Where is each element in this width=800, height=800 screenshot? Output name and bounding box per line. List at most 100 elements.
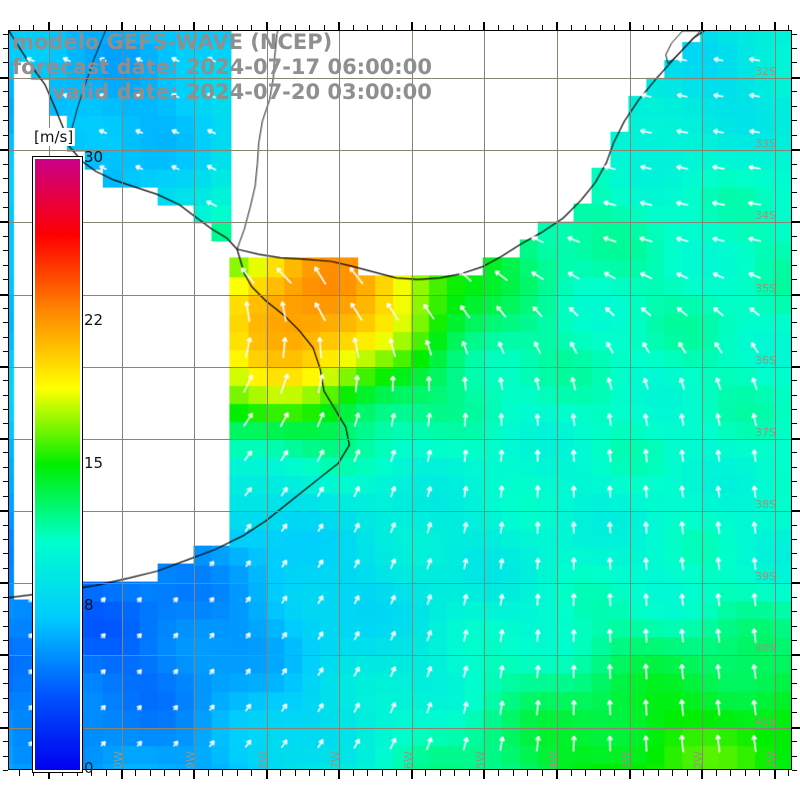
axis-tick (672, 770, 673, 776)
axis-tick (0, 294, 8, 296)
axis-tick (792, 366, 800, 368)
axis-tick (792, 34, 797, 35)
axis-tick (48, 22, 50, 30)
map-plot-area[interactable]: 61W60W59W58W57W56W55W54W53W52W51W32S33S3… (8, 30, 792, 770)
axis-tick (338, 770, 340, 779)
axis-tick (792, 770, 797, 771)
colorbar-tick-8: 8 (84, 596, 94, 615)
axis-tick (585, 770, 586, 776)
axis-tick (382, 770, 383, 776)
axis-tick (792, 553, 797, 554)
axis-tick (0, 221, 8, 223)
wind-vector-arrows-layer (9, 31, 791, 769)
axis-tick (792, 48, 797, 49)
axis-tick (600, 770, 601, 776)
graticule-parallel (9, 222, 791, 223)
colorbar-unit-label: [m/s] (32, 128, 76, 146)
axis-tick (716, 770, 717, 776)
axis-tick (513, 770, 514, 776)
graticule-meridian (412, 31, 413, 769)
axis-tick (792, 62, 797, 63)
axis-tick (222, 770, 223, 776)
axis-tick (774, 22, 776, 30)
axis-tick (792, 279, 797, 280)
axis-tick (792, 640, 797, 641)
axis-tick (792, 395, 797, 396)
axis-tick (0, 438, 8, 440)
axis-tick (237, 770, 238, 776)
graticule-meridian (122, 31, 123, 769)
axis-tick (792, 698, 797, 699)
colorbar-tick-15: 15 (84, 453, 104, 472)
graticule-meridian (557, 31, 558, 769)
graticule-parallel (9, 439, 791, 440)
axis-tick (179, 770, 180, 776)
axis-tick (469, 770, 470, 776)
axis-tick (774, 770, 776, 779)
axis-tick (367, 770, 368, 776)
axis-tick (193, 22, 195, 30)
graticule-parallel (9, 78, 791, 79)
axis-tick (266, 22, 268, 30)
axis-tick (792, 525, 797, 526)
axis-tick (730, 770, 731, 776)
graticule-parallel (9, 655, 791, 656)
axis-tick (498, 770, 499, 776)
colorbar-tick-30: 30 (84, 148, 104, 166)
axis-tick (792, 438, 800, 440)
axis-tick (527, 770, 528, 776)
axis-tick (792, 568, 797, 569)
axis-tick (792, 77, 800, 79)
axis-tick (3, 770, 8, 771)
axis-tick (0, 727, 8, 729)
axis-tick (19, 770, 20, 776)
axis-tick (792, 294, 800, 296)
axis-tick (792, 135, 797, 136)
axis-tick (792, 149, 800, 151)
axis-tick (792, 510, 800, 512)
axis-tick (571, 770, 572, 776)
axis-tick (0, 654, 8, 656)
axis-tick (792, 626, 797, 627)
axis-tick (556, 22, 558, 30)
axis-tick (745, 770, 746, 776)
axis-tick (792, 582, 800, 584)
axis-tick (792, 221, 800, 223)
axis-tick (353, 770, 354, 776)
axis-tick (396, 770, 397, 776)
axis-tick (792, 250, 797, 251)
axis-tick (792, 265, 797, 266)
axis-tick (792, 756, 797, 757)
axis-tick (106, 770, 107, 776)
graticule-meridian (339, 31, 340, 769)
graticule-parallel (9, 583, 791, 584)
axis-tick (324, 770, 325, 776)
axis-tick (792, 611, 797, 612)
graticule-parallel (9, 295, 791, 296)
axis-tick (792, 164, 797, 165)
axis-tick (280, 770, 281, 776)
axis-tick (792, 712, 797, 713)
axis-tick (629, 770, 631, 779)
graticule-parallel (9, 367, 791, 368)
axis-tick (792, 236, 797, 237)
axis-tick (135, 770, 136, 776)
axis-tick (792, 178, 797, 179)
axis-tick (121, 22, 123, 30)
colorbar-tick-labels: 30 22 15 8 0 (84, 148, 144, 777)
ruler-top (8, 22, 792, 30)
axis-tick (792, 683, 797, 684)
axis-tick (0, 582, 8, 584)
axis-tick (266, 770, 268, 779)
axis-tick (687, 770, 688, 776)
axis-tick (411, 22, 413, 30)
axis-tick (792, 337, 797, 338)
axis-tick (556, 770, 558, 779)
axis-tick (425, 770, 426, 776)
axis-tick (792, 207, 797, 208)
axis-tick (0, 510, 8, 512)
graticule-meridian (775, 31, 776, 769)
axis-tick (483, 22, 485, 30)
graticule-meridian (484, 31, 485, 769)
